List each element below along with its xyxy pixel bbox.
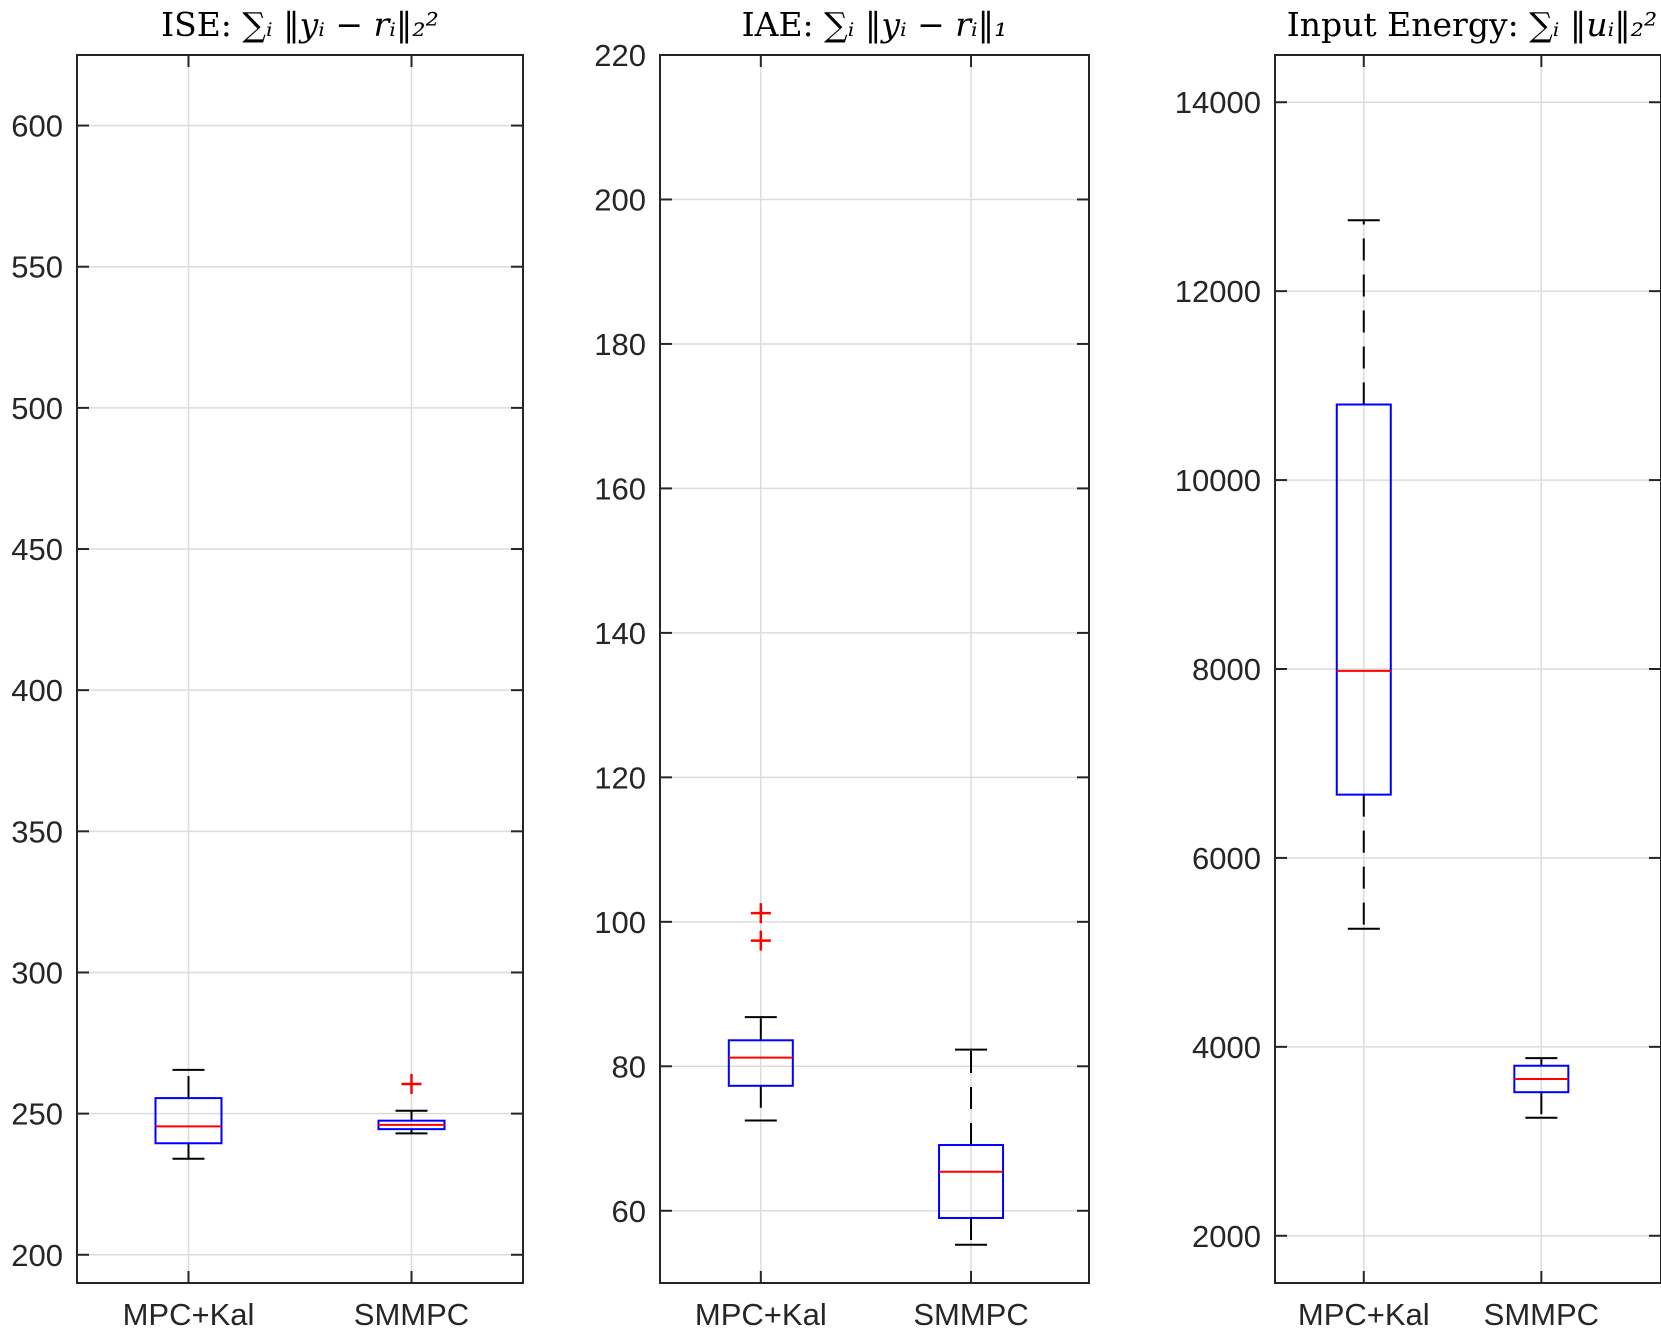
y-tick-label: 100: [594, 905, 646, 940]
x-tick-label: MPC+Kal: [695, 1297, 827, 1332]
y-tick-label: 80: [612, 1049, 646, 1084]
chart-panel-1: 200 250 300 350 400 450 500 550 600 MPC+Kal SMMPC I…: [11, 5, 524, 1332]
chart-title-prefix: Input Energy:: [1287, 5, 1529, 44]
iqr-box: [1335, 403, 1392, 796]
y-tick-label: 14000: [1175, 85, 1261, 120]
y-tick-label: 4000: [1192, 1030, 1261, 1065]
chart-panel-2: 60 80 100 120 140 160 180 200 220 MPC+Kal SMMPC IAE…: [594, 5, 1090, 1332]
outlier-marker: [750, 903, 771, 924]
chart-title: ISE: ∑ᵢ ‖yᵢ − rᵢ‖₂²: [161, 5, 439, 44]
axes-frame: [76, 54, 524, 1284]
x-tick-label: MPC+Kal: [123, 1297, 255, 1332]
chart-title: IAE: ∑ᵢ ‖yᵢ − rᵢ‖₁: [742, 5, 1008, 44]
iqr-box: [154, 1097, 223, 1145]
chart-title-formula: ∑ᵢ ‖yᵢ − rᵢ‖₂²: [242, 5, 438, 44]
y-tick-label: 6000: [1192, 841, 1261, 876]
y-tick-label: 200: [11, 1238, 63, 1273]
y-tick-label: 120: [594, 760, 646, 795]
x-tick-label: SMMPC: [354, 1297, 469, 1332]
y-tick-label: 450: [11, 532, 63, 567]
chart-panel-3: 2000 4000 6000 8000 10000 12000 14000 MPC+Kal SM…: [1175, 5, 1661, 1332]
y-tick-label: 8000: [1192, 652, 1261, 687]
y-tick-label: 220: [594, 38, 646, 73]
chart-title-formula: ∑ᵢ ‖yᵢ − rᵢ‖₁: [824, 5, 1007, 44]
chart-title: Input Energy: ∑ᵢ ‖uᵢ‖₂²: [1287, 5, 1658, 44]
box-smmpc: [1513, 1057, 1570, 1119]
y-tick-label: 500: [11, 391, 63, 426]
y-tick-label: 2000: [1192, 1219, 1261, 1254]
y-tick-label: 180: [594, 327, 646, 362]
x-tick-label: SMMPC: [1484, 1297, 1599, 1332]
outlier-marker: [401, 1073, 422, 1094]
chart-title-formula: ∑ᵢ ‖uᵢ‖₂²: [1529, 5, 1657, 44]
y-tick-label: 60: [612, 1194, 646, 1229]
iqr-box: [938, 1144, 1005, 1219]
box-smmpc: [938, 1048, 1005, 1246]
y-tick-label: 400: [11, 673, 63, 708]
y-tick-label: 200: [594, 182, 646, 217]
outlier-marker: [750, 930, 771, 951]
box-mpc-kal: [154, 1068, 223, 1160]
axes-frame: [659, 54, 1090, 1284]
x-tick-label: SMMPC: [913, 1297, 1028, 1332]
x-tick-label: MPC+Kal: [1298, 1297, 1430, 1332]
chart-title-prefix: ISE:: [161, 5, 242, 44]
y-tick-label: 300: [11, 955, 63, 990]
box-smmpc: [377, 1073, 446, 1135]
y-tick-label: 12000: [1175, 274, 1261, 309]
y-tick-label: 250: [11, 1097, 63, 1132]
y-tick-label: 140: [594, 616, 646, 651]
y-tick-label: 550: [11, 250, 63, 285]
y-tick-label: 350: [11, 814, 63, 849]
y-tick-label: 10000: [1175, 463, 1261, 498]
iqr-box: [727, 1039, 794, 1087]
chart-title-prefix: IAE:: [742, 5, 825, 44]
axes-frame: [1274, 54, 1661, 1284]
box-mpc-kal: [1335, 219, 1392, 930]
y-tick-label: 600: [11, 109, 63, 144]
box-mpc-kal: [727, 903, 794, 1122]
y-tick-label: 160: [594, 471, 646, 506]
